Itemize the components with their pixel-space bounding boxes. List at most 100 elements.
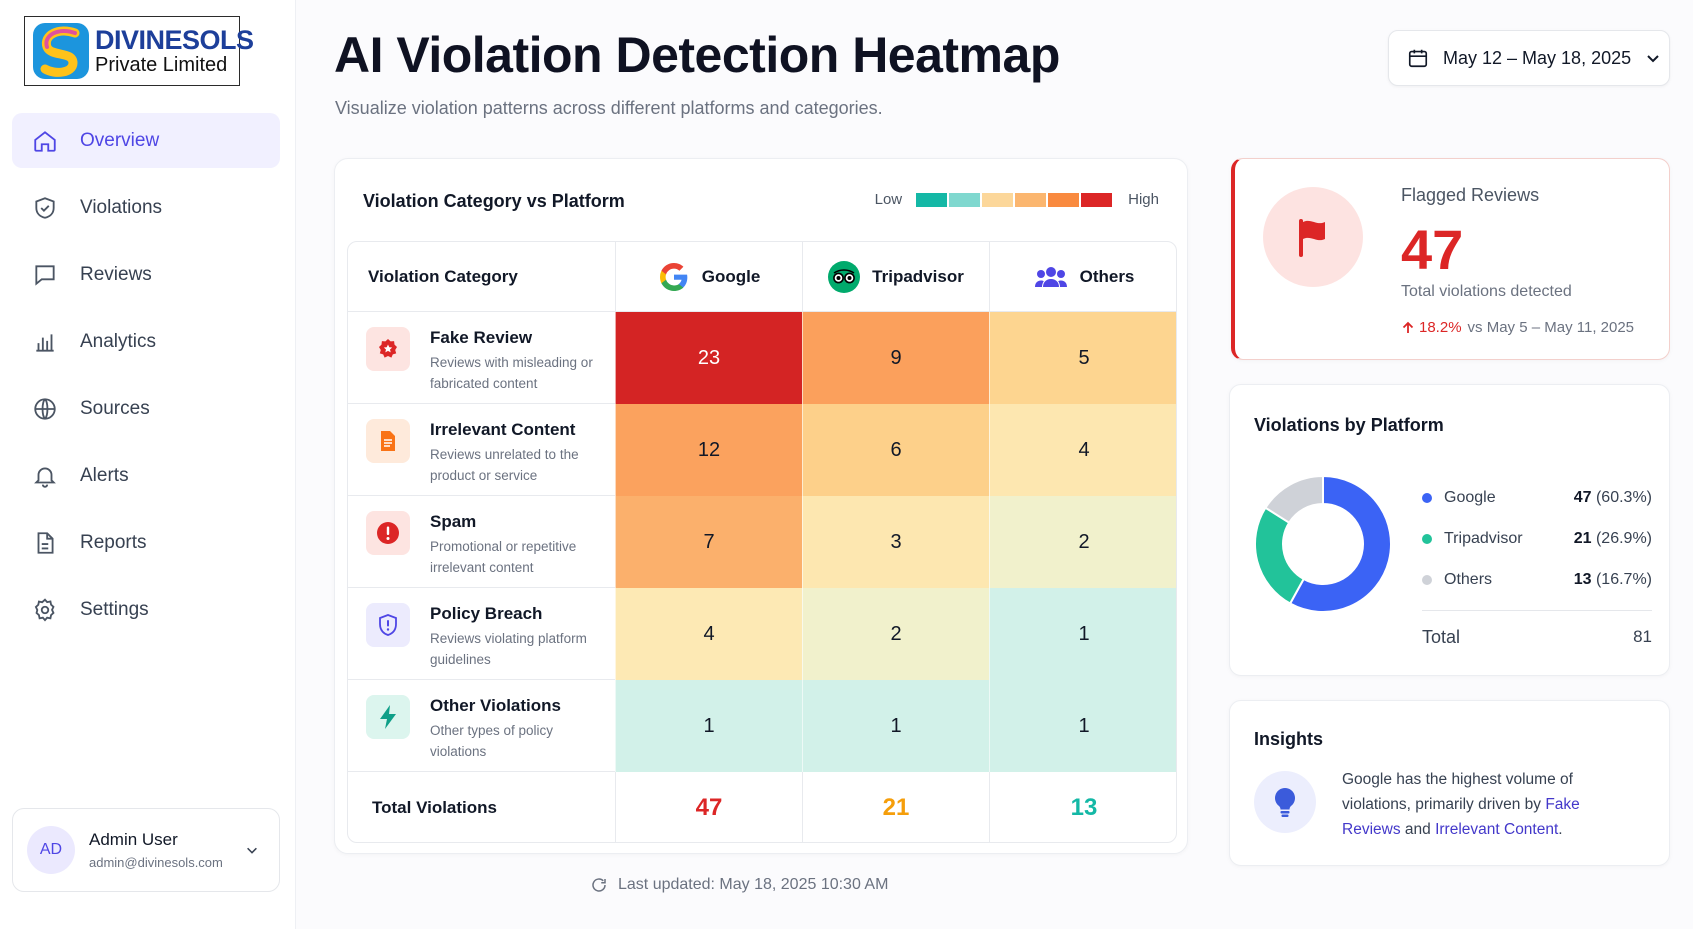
- flagged-sub: Total violations detected: [1401, 283, 1572, 300]
- home-icon: [34, 130, 56, 152]
- flagged-reviews-card[interactable]: Flagged Reviews 47 Total violations dete…: [1231, 158, 1670, 360]
- legend-high-label: High: [1128, 191, 1159, 208]
- sidebar-nav: Overview Violations Reviews Analytics So…: [12, 113, 280, 649]
- sidebar-item-label: Reviews: [80, 263, 152, 285]
- sidebar-item-violations[interactable]: Violations: [12, 180, 280, 235]
- donut-slice-tripadvisor[interactable]: [1254, 506, 1306, 605]
- flagged-label: Flagged Reviews: [1401, 185, 1540, 205]
- sidebar-item-reviews[interactable]: Reviews: [12, 247, 280, 302]
- column-header-others[interactable]: Others: [989, 242, 1176, 312]
- column-header-tripadvisor[interactable]: Tripadvisor: [802, 242, 989, 312]
- heatmap-card: Violation Category vs Platform Low High …: [334, 158, 1188, 854]
- arrow-up-icon: [1402, 321, 1414, 333]
- heatmap-cell[interactable]: 2: [802, 588, 989, 680]
- donut-slice-google[interactable]: [1288, 474, 1392, 613]
- badge-alert-icon: [366, 327, 410, 371]
- platform-label: Tripadvisor: [872, 267, 964, 286]
- platform-label: Others: [1079, 267, 1135, 286]
- insights-card: Insights Google has the highest volume o…: [1229, 700, 1670, 866]
- insights-text: Google has the highest volume of violati…: [1342, 767, 1642, 842]
- legend-swatch: [949, 192, 981, 207]
- heatmap-cell[interactable]: 6: [802, 404, 989, 496]
- insight-link-fake-reviews[interactable]: Fake Reviews: [1342, 796, 1580, 838]
- heatmap-cell[interactable]: 4: [989, 404, 1176, 496]
- sidebar-item-reports[interactable]: Reports: [12, 515, 280, 570]
- calendar-icon: [1408, 49, 1428, 68]
- divider: [1422, 610, 1652, 611]
- bell-icon: [34, 467, 56, 488]
- category-name: Other Violations: [430, 696, 561, 715]
- brand-logo[interactable]: DIVINESOLS Private Limited: [24, 16, 254, 86]
- heatmap-cell[interactable]: 23: [615, 312, 802, 404]
- lightning-icon: [366, 695, 410, 739]
- bar-chart-icon: [36, 333, 54, 352]
- message-square-icon: [35, 264, 55, 286]
- insight-text: .: [1558, 821, 1563, 838]
- platform-donut-chart: [1254, 474, 1392, 613]
- refresh-icon[interactable]: [590, 876, 608, 894]
- category-cell: Fake Review Reviews with misleading or fa…: [348, 312, 615, 404]
- heatmap-cell[interactable]: 7: [615, 496, 802, 588]
- heatmap-cell[interactable]: 9: [802, 312, 989, 404]
- file-text-icon: [37, 531, 54, 554]
- avatar: AD: [27, 826, 75, 874]
- category-description: Reviews violating platform guidelines: [430, 631, 587, 667]
- sidebar-item-settings[interactable]: Settings: [12, 582, 280, 637]
- user-menu[interactable]: AD Admin User admin@divinesols.com: [12, 808, 280, 892]
- insight-link-irrelevant-content[interactable]: Irrelevant Content: [1435, 821, 1559, 838]
- category-description: Promotional or repetitive irrelevant con…: [430, 539, 577, 575]
- heatmap-cell[interactable]: 1: [989, 680, 1176, 772]
- user-email: admin@divinesols.com: [89, 855, 223, 870]
- insight-text: Google has the highest volume of violati…: [1342, 771, 1573, 813]
- user-name: Admin User: [89, 830, 178, 849]
- heatmap-cell[interactable]: 5: [989, 312, 1176, 404]
- globe-icon: [34, 397, 56, 420]
- legend-pct: (26.9%): [1595, 529, 1652, 547]
- shield-icon: [366, 603, 410, 647]
- heatmap-cell[interactable]: 1: [989, 588, 1176, 680]
- heatmap-cell[interactable]: 12: [615, 404, 802, 496]
- sidebar-item-label: Settings: [80, 598, 149, 620]
- legend-swatch: [1015, 192, 1047, 207]
- heatmap-cell[interactable]: 1: [615, 680, 802, 772]
- legend-swatch: [1081, 192, 1113, 207]
- sidebar-item-label: Analytics: [80, 330, 157, 352]
- date-range-label: May 12 – May 18, 2025: [1443, 47, 1632, 68]
- legend-swatch: [982, 192, 1014, 207]
- date-range-picker[interactable]: May 12 – May 18, 2025: [1388, 30, 1670, 86]
- legend-pct: (16.7%): [1595, 570, 1652, 588]
- heatmap-cell[interactable]: 2: [989, 496, 1176, 588]
- users-group-icon: [1034, 267, 1067, 287]
- totals-label: Total Violations: [372, 798, 497, 817]
- legend-value: 21 (26.9%): [1574, 530, 1652, 548]
- chevron-down-icon[interactable]: [245, 843, 259, 857]
- column-header-google[interactable]: Google: [615, 242, 802, 312]
- exclamation-icon: [366, 511, 410, 555]
- sidebar-item-analytics[interactable]: Analytics: [12, 314, 280, 369]
- sidebar-item-overview[interactable]: Overview: [12, 113, 280, 168]
- legend-label: Others: [1444, 570, 1493, 588]
- platform-legend: Google 47 (60.3%) Tripadvisor 21 (26.9%)…: [1422, 477, 1652, 663]
- donut-slice-others[interactable]: [1264, 474, 1324, 525]
- sidebar-item-sources[interactable]: Sources: [12, 381, 280, 436]
- page-subtitle: Visualize violation patterns across diff…: [335, 98, 883, 118]
- violations-by-platform-card: Violations by Platform Google 47 (60.3%)…: [1229, 384, 1670, 676]
- platform-label: Google: [701, 267, 761, 286]
- sidebar-item-alerts[interactable]: Alerts: [12, 448, 280, 503]
- insight-text: and: [1404, 821, 1431, 838]
- total-others: 13: [989, 772, 1176, 842]
- legend-item-others: Others 13 (16.7%): [1422, 559, 1652, 600]
- last-updated: Last updated: May 18, 2025 10:30 AM: [590, 876, 888, 894]
- legend-swatch: [1048, 192, 1080, 207]
- heatmap-cell[interactable]: 3: [802, 496, 989, 588]
- category-cell: Other Violations Other types of policy vi…: [348, 680, 615, 772]
- sidebar: DIVINESOLS Private Limited Overview Viol…: [0, 0, 296, 929]
- heatmap-cell[interactable]: 1: [802, 680, 989, 772]
- category-name: Irrelevant Content: [430, 420, 576, 439]
- last-updated-text: Last updated: May 18, 2025 10:30 AM: [618, 876, 889, 893]
- legend-item-google: Google 47 (60.3%): [1422, 477, 1652, 518]
- table-row-spam: Spam Promotional or repetitive irrelevant…: [348, 496, 1176, 588]
- legend-value: 13 (16.7%): [1574, 571, 1652, 589]
- legend-value: 47 (60.3%): [1574, 489, 1652, 507]
- heatmap-cell[interactable]: 4: [615, 588, 802, 680]
